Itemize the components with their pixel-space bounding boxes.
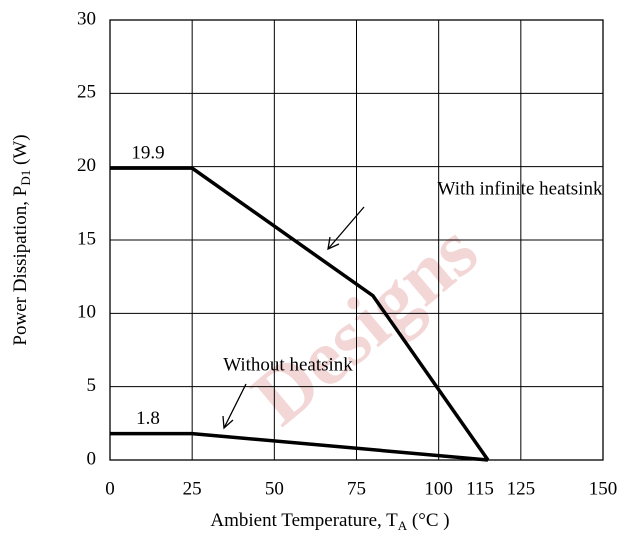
y-tick-label: 0 — [87, 448, 97, 469]
y-tick-label: 25 — [77, 82, 96, 103]
x-axis-label-text: Ambient Temperature, T — [210, 510, 398, 531]
data-label: 19.9 — [131, 142, 164, 163]
x-tick-label: 50 — [265, 478, 284, 499]
x-axis-label-sub: A — [398, 518, 408, 533]
series-line — [110, 166, 490, 462]
x-tick-label: 75 — [347, 478, 366, 499]
y-axis-label-text: Power Dissipation, P — [10, 186, 31, 346]
y-tick-label: 10 — [77, 302, 96, 323]
x-tick-label: 100 — [424, 478, 453, 499]
x-end-label: 115 — [466, 478, 494, 499]
x-tick-label: 0 — [105, 478, 115, 499]
watermark: Designs — [236, 206, 493, 442]
x-axis-label: Ambient Temperature, TA (°C ) — [210, 510, 449, 533]
data-label: 1.8 — [136, 408, 160, 429]
y-axis-label: Power Dissipation, PD1 (W) — [10, 134, 33, 345]
x-tick-label: 125 — [507, 478, 536, 499]
series-label: Without heatsink — [223, 354, 353, 375]
series-label: With infinite heatsink — [438, 178, 603, 199]
y-tick-label: 20 — [77, 155, 96, 176]
y-tick-label: 30 — [77, 8, 96, 29]
x-tick-label: 25 — [183, 478, 202, 499]
y-tick-label: 15 — [77, 228, 96, 249]
y-axis-label-sub: D1 — [18, 170, 33, 186]
y-axis-label-after: (W) — [10, 134, 31, 169]
series-line — [110, 431, 489, 462]
arrow — [327, 206, 365, 251]
x-tick-label: 150 — [589, 478, 618, 499]
arrow — [222, 383, 247, 430]
y-tick-label: 5 — [87, 375, 97, 396]
plot-area: 0 5 10 15 20 25 30 0 25 50 75 100 125 150 19.9 1.8 115 — [77, 8, 617, 499]
x-axis-label-after: (°C ) — [407, 510, 449, 531]
